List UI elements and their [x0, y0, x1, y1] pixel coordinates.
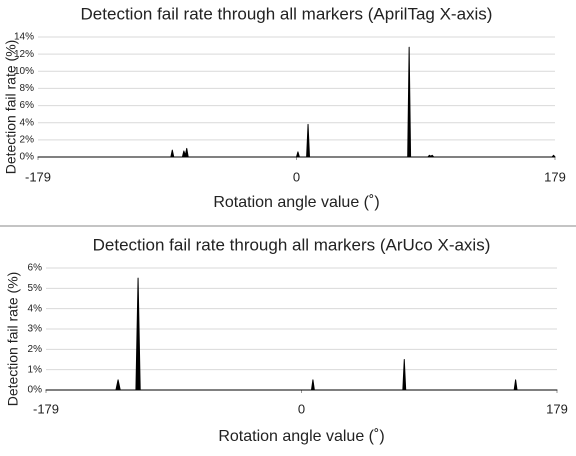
- y-tick-label: 2%: [20, 134, 35, 145]
- x-tick-label: -179: [25, 169, 51, 184]
- x-tick-label: 0: [293, 169, 300, 184]
- x-tick-label: 179: [544, 169, 566, 184]
- y-tick-label: 10%: [14, 66, 34, 77]
- chart-title: Detection fail rate through all markers …: [81, 4, 493, 23]
- y-tick-label: 4%: [20, 117, 35, 128]
- x-tick-label: 179: [546, 401, 568, 416]
- y-tick-label: 3%: [28, 324, 43, 335]
- y-tick-label: 0%: [28, 385, 43, 396]
- y-tick-label: 8%: [20, 83, 35, 94]
- y-axis-title: Detection fail rate (%): [3, 40, 19, 175]
- y-axis-title: Detection fail rate (%): [5, 272, 21, 407]
- y-tick-label: 12%: [14, 49, 34, 60]
- y-tick-label: 4%: [28, 303, 43, 314]
- x-axis-title: Rotation angle value (˚): [213, 194, 379, 211]
- y-tick-label: 0%: [20, 152, 35, 163]
- y-tick-label: 2%: [28, 344, 43, 355]
- y-tick-label: 6%: [20, 100, 35, 111]
- x-tick-label: -179: [33, 401, 59, 416]
- y-tick-label: 14%: [14, 32, 34, 43]
- y-tick-label: 5%: [28, 283, 43, 294]
- x-tick-label: 0: [298, 401, 305, 416]
- area: [37, 46, 556, 158]
- chart-title: Detection fail rate through all markers …: [93, 235, 491, 254]
- y-tick-label: 6%: [28, 263, 43, 274]
- x-axis-title: Rotation angle value (˚): [218, 428, 384, 445]
- y-tick-label: 1%: [28, 364, 43, 375]
- area: [45, 277, 558, 391]
